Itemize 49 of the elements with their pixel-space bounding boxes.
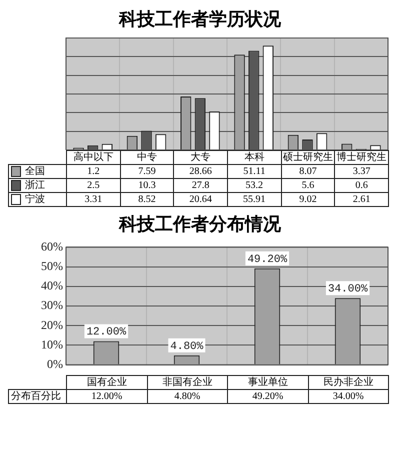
y-tick-label: 30% [41, 298, 63, 312]
data-label: 51.11 [227, 164, 282, 178]
text: 49.20% [247, 254, 288, 266]
data-label: 27.8 [174, 178, 228, 192]
x-tick-label: 大专 [174, 150, 228, 164]
x-tick-label: 博士研究生 [334, 150, 388, 164]
data-label: 34.00% [308, 390, 388, 404]
data-label: 7.59 [120, 164, 174, 178]
x-tick-label: 国有企业 [66, 376, 147, 390]
text: 12.00% [86, 326, 126, 339]
data-label: 8.07 [281, 164, 335, 178]
y-tick-label: 10% [41, 337, 63, 352]
text: 34.00% [328, 284, 368, 296]
x-tick-label: 非国有企业 [147, 376, 228, 390]
data-label: 4.80% [147, 390, 228, 404]
chart-title: 科技工作者学历状况 [118, 8, 282, 32]
data-label: 8.52 [120, 192, 174, 206]
legend-label: 浙江 [25, 180, 45, 191]
data-label: 49.20% [228, 390, 308, 404]
data-label: 2.61 [334, 192, 388, 206]
y-tick-label: 50% [41, 258, 63, 273]
x-tick-label: 民办非企业 [308, 376, 388, 390]
data-label: 0.6 [334, 178, 388, 192]
data-label: 28.66 [174, 164, 228, 178]
data-label: 20.64 [174, 192, 228, 206]
y-tick-label: 0% [47, 356, 63, 371]
data-label: 1.2 [66, 164, 120, 178]
y-tick-label: 60% [41, 239, 63, 254]
text: 4.80% [170, 340, 204, 353]
data-label: 53.2 [227, 178, 282, 192]
y-tick-label: 20% [41, 318, 63, 332]
x-tick-label: 本科 [227, 150, 282, 164]
y-tick-label: 40% [41, 278, 63, 293]
x-tick-label: 硕士研究生 [281, 150, 335, 164]
data-label: 5.6 [281, 178, 335, 192]
text: 分布百分比 [11, 391, 61, 402]
data-label: 9.02 [281, 192, 335, 206]
x-tick-label: 中专 [120, 150, 174, 164]
x-tick-label: 高中以下 [66, 150, 120, 164]
data-label: 55.91 [227, 192, 282, 206]
data-label: 12.00% [66, 390, 147, 404]
data-label: 3.37 [334, 164, 388, 178]
data-label: 3.31 [66, 192, 120, 206]
legend-label: 全国 [25, 166, 45, 177]
chart-title: 科技工作者分布情况 [118, 213, 282, 237]
legend-label: 宁波 [25, 194, 45, 205]
data-label: 2.5 [66, 178, 120, 192]
x-tick-label: 事业单位 [228, 376, 308, 390]
data-label: 10.3 [120, 178, 174, 192]
